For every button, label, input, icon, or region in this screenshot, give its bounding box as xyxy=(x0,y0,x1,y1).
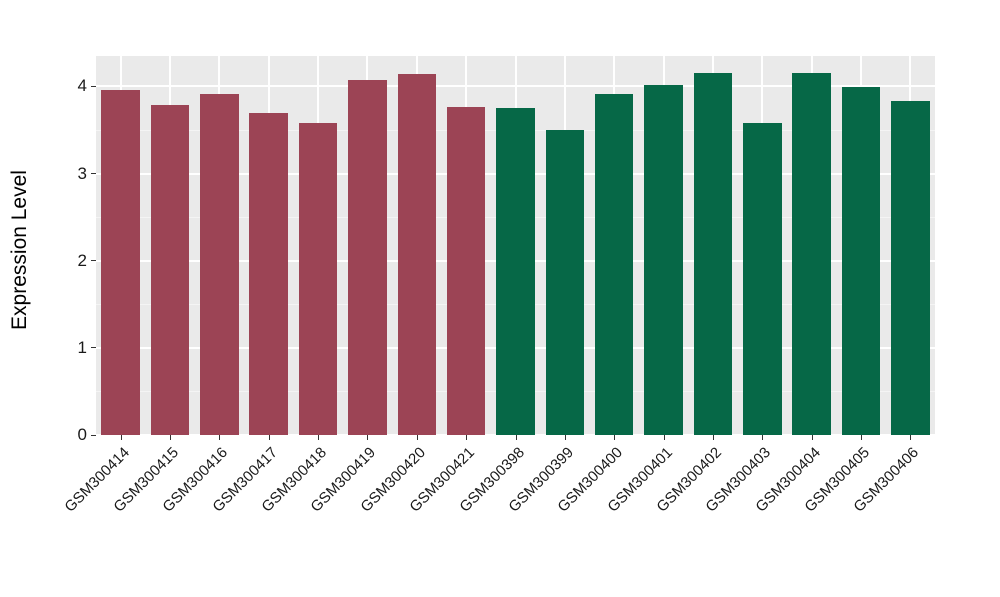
x-axis-tick-mark xyxy=(910,435,912,440)
x-axis-tick-mark xyxy=(614,435,616,440)
y-axis-tick: 3 xyxy=(77,163,96,183)
y-axis-tick-label: 1 xyxy=(77,337,87,357)
x-axis-tick-mark xyxy=(811,435,813,440)
x-axis-tick-mark xyxy=(466,435,468,440)
y-axis-tick: 2 xyxy=(77,250,96,270)
x-axis-tick-mark xyxy=(712,435,714,440)
bar xyxy=(397,74,437,435)
y-axis-tick-mark xyxy=(91,434,96,436)
bar xyxy=(545,130,585,435)
x-axis-tick-mark xyxy=(170,435,172,440)
y-axis-tick-mark xyxy=(91,85,96,87)
y-axis: 0 1 2 3 4 xyxy=(40,0,96,580)
bar-chart: Expression Level 0 1 2 3 4 GSM300414 GSM30041… xyxy=(0,0,935,580)
bar xyxy=(644,84,683,435)
bar xyxy=(594,94,634,435)
bar xyxy=(841,86,881,435)
y-axis-tick-label: 2 xyxy=(77,250,87,270)
bar xyxy=(446,106,486,435)
y-axis-tick-label: 4 xyxy=(77,76,87,96)
x-axis-tick-mark xyxy=(219,435,221,440)
x-axis-tick-mark xyxy=(762,435,764,440)
x-axis-tick-mark xyxy=(416,435,418,440)
y-axis-tick: 0 xyxy=(78,426,96,444)
x-axis-tick-mark xyxy=(564,435,566,440)
y-axis-tick: 4 xyxy=(78,77,96,95)
y-axis-title: Expression Level xyxy=(0,0,40,500)
x-axis-tick-mark xyxy=(318,435,320,440)
bar xyxy=(743,123,782,435)
bar xyxy=(200,94,239,435)
y-axis-tick-label: 0 xyxy=(77,425,87,444)
bars-layer xyxy=(96,56,935,435)
y-axis-tick-mark xyxy=(91,260,96,262)
bar xyxy=(348,79,387,435)
x-axis: GSM300414 GSM300415 GSM300416 GSM300417 GSM3… xyxy=(61,435,935,580)
bar xyxy=(101,89,140,435)
bar xyxy=(496,108,535,435)
plot-panel xyxy=(96,56,935,435)
y-axis-tick-label: 3 xyxy=(77,163,87,183)
bar xyxy=(693,73,733,435)
x-axis-tick-mark xyxy=(663,435,665,440)
bar xyxy=(891,101,930,435)
bar xyxy=(792,73,831,435)
y-axis-tick-mark xyxy=(91,173,96,175)
x-axis-tick-mark xyxy=(367,435,369,440)
bar xyxy=(150,104,190,435)
x-axis-tick-mark xyxy=(860,435,862,440)
y-axis-title-text: Expression Level xyxy=(8,170,32,330)
x-axis-tick-mark xyxy=(268,435,270,440)
bar xyxy=(298,123,338,435)
y-axis-tick-mark xyxy=(91,347,96,349)
bar xyxy=(249,112,288,435)
y-axis-tick: 1 xyxy=(77,337,96,357)
x-axis-tick-mark xyxy=(515,435,517,440)
x-axis-tick-mark xyxy=(120,435,122,440)
